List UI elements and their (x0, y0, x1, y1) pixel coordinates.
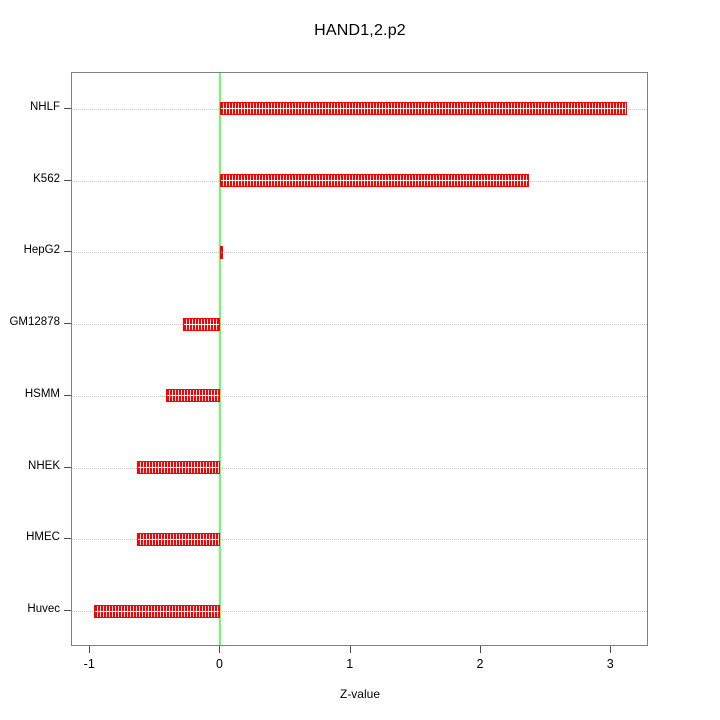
y-tick-label-hsmm: HSMM (24, 387, 60, 400)
bar-nhek (137, 461, 221, 475)
y-tick-mark (64, 179, 71, 181)
gridline (72, 395, 647, 397)
y-tick-mark (64, 107, 71, 109)
y-tick-label-nhlf: NHLF (29, 100, 60, 113)
zero-reference-line (219, 73, 222, 645)
x-tick-label-1: 1 (346, 657, 354, 671)
gridline (72, 611, 647, 613)
bar-nhlf (220, 102, 627, 116)
x-tick-mark (610, 646, 612, 653)
bar-hepg2 (220, 245, 224, 259)
bar-hsmm (165, 389, 221, 403)
y-tick-label-nhek: NHEK (28, 459, 60, 472)
x-tick-mark (479, 646, 481, 653)
x-tick-label-neg1: -1 (83, 657, 95, 671)
x-tick-label-3: 3 (606, 657, 614, 671)
x-tick-mark (89, 646, 91, 653)
x-axis-title: Z-value (339, 687, 380, 701)
plot-frame (71, 72, 648, 646)
bar-hmec (137, 532, 221, 546)
y-tick-label-hepg2: HepG2 (23, 244, 60, 257)
y-tick-mark (64, 610, 71, 612)
chart-title: HAND1,2.p2 (314, 22, 406, 39)
y-tick-label-hmec: HMEC (26, 531, 60, 544)
x-tick-label-2: 2 (476, 657, 484, 671)
bar-k562 (220, 174, 530, 188)
y-tick-label-huvec: Huvec (27, 603, 60, 616)
bar-huvec (94, 604, 221, 618)
gridline (72, 539, 647, 541)
y-tick-mark (64, 251, 71, 253)
gridline (72, 467, 647, 469)
x-tick-mark (219, 646, 221, 653)
y-tick-mark (64, 538, 71, 540)
x-tick-label-0: 0 (215, 657, 223, 671)
y-tick-mark (64, 394, 71, 396)
y-tick-mark (64, 466, 71, 468)
gridline (72, 252, 647, 254)
gridline (72, 324, 647, 326)
x-tick-mark (349, 646, 351, 653)
y-tick-label-gm12878: GM12878 (9, 316, 60, 329)
y-tick-label-k562: K562 (33, 172, 60, 185)
plot-area (72, 73, 647, 645)
bar-gm12878 (182, 317, 221, 331)
y-tick-mark (64, 323, 71, 325)
